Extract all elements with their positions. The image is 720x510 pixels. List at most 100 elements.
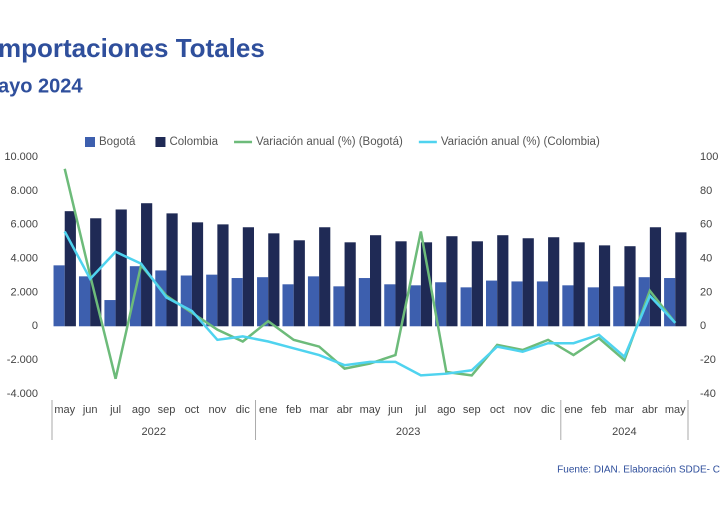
chart-subtitle: ayo 2024 bbox=[0, 75, 83, 97]
bar bbox=[573, 242, 585, 327]
x-tick-label: dic bbox=[541, 404, 556, 416]
bar bbox=[536, 281, 549, 327]
y-tick-label: 8.000 bbox=[10, 185, 38, 197]
bar bbox=[268, 233, 280, 327]
bar bbox=[104, 300, 116, 327]
bar bbox=[638, 277, 650, 327]
bar bbox=[319, 227, 331, 327]
bar bbox=[64, 211, 76, 327]
bar bbox=[587, 287, 599, 327]
bar bbox=[511, 281, 523, 327]
y2-tick-label: 20 bbox=[700, 286, 712, 298]
bar bbox=[333, 286, 345, 327]
bar bbox=[548, 237, 560, 327]
legend-label: Variación anual (%) (Bogotá) bbox=[256, 136, 403, 148]
x-tick-label: oct bbox=[490, 404, 505, 416]
bar bbox=[129, 266, 142, 327]
y2-tick-label: 0 bbox=[700, 320, 706, 332]
bar bbox=[166, 213, 178, 327]
y-tick-label: 2.000 bbox=[10, 286, 38, 298]
bar bbox=[420, 242, 433, 327]
bar bbox=[293, 240, 305, 327]
x-tick-label: may bbox=[665, 404, 686, 416]
y2-tick-label: -40 bbox=[700, 388, 716, 400]
group-label: 2024 bbox=[612, 426, 636, 438]
x-tick-label: ene bbox=[259, 404, 277, 416]
chart-title: mportaciones Totales bbox=[0, 33, 265, 63]
x-tick-label: may bbox=[54, 404, 75, 416]
x-tick-label: sep bbox=[158, 404, 176, 416]
y-tick-label: 6.000 bbox=[10, 219, 38, 231]
x-tick-label: dic bbox=[236, 404, 251, 416]
x-tick-label: jun bbox=[82, 404, 98, 416]
bar bbox=[384, 284, 396, 327]
group-label: 2022 bbox=[142, 426, 166, 438]
x-tick-label: jun bbox=[387, 404, 403, 416]
x-tick-label: ene bbox=[564, 404, 582, 416]
group-label: 2023 bbox=[396, 426, 420, 438]
bar bbox=[446, 236, 458, 327]
x-tick-label: feb bbox=[286, 404, 301, 416]
bar bbox=[370, 235, 382, 327]
x-tick-label: nov bbox=[514, 404, 532, 416]
source-note: Fuente: DIAN. Elaboración SDDE- C bbox=[557, 465, 720, 476]
bar bbox=[460, 287, 472, 327]
x-tick-label: oct bbox=[185, 404, 200, 416]
bar bbox=[395, 241, 407, 327]
bar bbox=[613, 286, 625, 327]
bar bbox=[115, 209, 127, 327]
x-tick-label: may bbox=[360, 404, 381, 416]
y-tick-label: 4.000 bbox=[10, 252, 38, 264]
x-tick-label: abr bbox=[642, 404, 658, 416]
bar bbox=[307, 276, 320, 327]
x-tick-label: jul bbox=[109, 404, 121, 416]
bar bbox=[649, 227, 662, 327]
bar bbox=[598, 245, 611, 327]
y2-tick-label: -20 bbox=[700, 354, 716, 366]
bar bbox=[141, 203, 153, 327]
bar bbox=[664, 278, 676, 327]
bar bbox=[562, 285, 574, 327]
y-tick-label: 10.000 bbox=[4, 151, 38, 163]
bar bbox=[522, 238, 534, 327]
x-tick-label: jul bbox=[414, 404, 426, 416]
x-tick-label: mar bbox=[310, 404, 329, 416]
bar bbox=[358, 278, 370, 327]
y2-tick-label: 80 bbox=[700, 185, 712, 197]
bar bbox=[206, 274, 218, 327]
bar bbox=[257, 277, 269, 327]
legend-label: Bogotá bbox=[99, 136, 136, 148]
x-tick-label: ago bbox=[437, 404, 455, 416]
bar bbox=[624, 246, 636, 327]
bar bbox=[282, 284, 294, 327]
bar bbox=[409, 285, 421, 327]
y2-tick-label: 40 bbox=[700, 252, 712, 264]
x-tick-label: sep bbox=[463, 404, 481, 416]
legend-label: Colombia bbox=[169, 136, 218, 148]
bar bbox=[231, 278, 243, 327]
bar bbox=[217, 224, 229, 327]
y-tick-label: 0 bbox=[32, 320, 38, 332]
bar bbox=[155, 270, 167, 327]
bar bbox=[471, 241, 483, 327]
bar bbox=[344, 242, 356, 327]
bar bbox=[78, 276, 91, 327]
x-tick-label: feb bbox=[591, 404, 606, 416]
bar bbox=[180, 275, 192, 327]
x-tick-label: mar bbox=[615, 404, 634, 416]
y2-tick-label: 100 bbox=[700, 151, 718, 163]
bar bbox=[497, 235, 509, 327]
bar bbox=[486, 280, 498, 327]
x-tick-label: abr bbox=[337, 404, 353, 416]
bar bbox=[53, 265, 65, 327]
x-tick-label: nov bbox=[208, 404, 226, 416]
bar bbox=[191, 222, 204, 327]
y-tick-label: -2.000 bbox=[7, 354, 38, 366]
bar bbox=[435, 282, 447, 327]
legend-label: Variación anual (%) (Colombia) bbox=[441, 136, 600, 148]
x-tick-label: ago bbox=[132, 404, 150, 416]
y-tick-label: -4.000 bbox=[7, 388, 38, 400]
legend-swatch bbox=[85, 137, 95, 147]
bar bbox=[242, 227, 254, 327]
